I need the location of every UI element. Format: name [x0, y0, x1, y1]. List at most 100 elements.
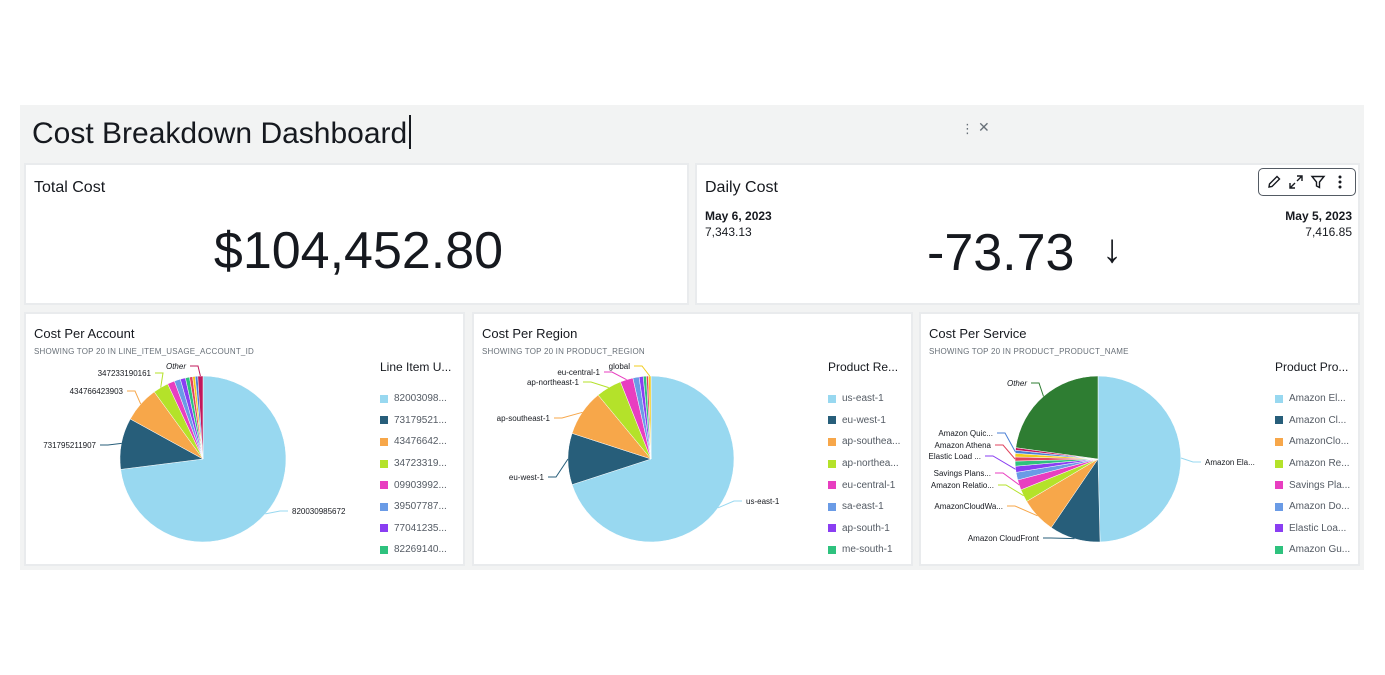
pie-leader-line	[995, 472, 1020, 486]
legend-label: me-south-1	[842, 544, 893, 556]
legend-item[interactable]: ap-northea...	[828, 453, 913, 475]
legend-item[interactable]: us-east-1	[828, 388, 913, 410]
pie-chart-service: Amazon Ela... Amazon CloudFront AmazonClou…	[929, 375, 1255, 543]
cost-per-account-card[interactable]: Cost Per Account SHOWING TOP 20 IN LINE_…	[24, 312, 465, 566]
legend-title: Line Item U...	[380, 360, 452, 374]
legend-item[interactable]: Amazon Cl...	[1275, 410, 1360, 432]
vertical-dots-icon[interactable]: ⋮	[961, 121, 974, 136]
pie-leader-line	[1043, 537, 1075, 540]
pie-slice-label: eu-central-1	[557, 368, 600, 377]
legend-swatch	[828, 502, 836, 511]
legend-item[interactable]: 77041235...	[380, 518, 465, 540]
pie-slice[interactable]	[197, 375, 204, 460]
pie-chart-account: 820030985672 731795211907 434766423903 3472…	[43, 362, 346, 543]
pie-slice-label: ap-southeast-1	[497, 414, 551, 423]
legend-item[interactable]: ap-southea...	[828, 431, 913, 453]
pie-slice[interactable]	[1097, 375, 1182, 543]
legend-item[interactable]: 73179521...	[380, 410, 465, 432]
pie-slice-label: ap-northeast-1	[527, 378, 580, 387]
legend-swatch	[828, 545, 836, 554]
legend-item[interactable]: ap-south-1	[828, 518, 913, 540]
dashboard-title[interactable]: Cost Breakdown Dashboard	[32, 115, 412, 152]
legend-swatch	[828, 481, 836, 490]
pie-slice-label: Amazon Quic...	[938, 429, 993, 438]
pie-leader-line	[155, 372, 164, 388]
daily-cost-card[interactable]: Daily Cost May 6, 2023 7,343.13 May 5, 2…	[695, 163, 1360, 305]
pie-slice-label: 731795211907	[43, 441, 96, 450]
legend-item[interactable]: 43476642...	[380, 431, 465, 453]
legend-title: Product Pro...	[1275, 360, 1349, 374]
pie-leader-line	[998, 484, 1024, 497]
legend-item[interactable]: Amazon Gu...	[1275, 539, 1360, 561]
legend-swatch	[380, 524, 388, 533]
pie-slice-label: 820030985672	[292, 507, 346, 516]
chart-subtitle: SHOWING TOP 20 IN LINE_ITEM_USAGE_ACCOUN…	[34, 347, 254, 356]
legend-swatch	[828, 416, 836, 425]
previous-value: 7,343.13	[705, 225, 752, 239]
legend-item[interactable]: Amazon Do...	[1275, 496, 1360, 518]
legend-label: us-east-1	[842, 393, 884, 405]
legend-label: Amazon Re...	[1289, 458, 1350, 470]
pie-slice-label: 434766423903	[70, 387, 124, 396]
pie-leader-line	[1031, 382, 1044, 397]
legend-item[interactable]: Amazon El...	[1275, 388, 1360, 410]
chart-legend: Product Pro... Amazon El... Amazon Cl... A…	[1275, 360, 1360, 561]
pie-slice[interactable]	[648, 375, 652, 460]
pie-leader-line	[1007, 505, 1038, 517]
pie-slice-label: Amazon Relatio...	[931, 481, 994, 490]
legend-item[interactable]: sa-east-1	[828, 496, 913, 518]
legend-swatch	[1275, 416, 1283, 425]
pie-slice[interactable]	[1015, 375, 1099, 460]
legend-swatch	[380, 459, 388, 468]
legend-swatch	[380, 437, 388, 446]
legend-item[interactable]: Savings Pla...	[1275, 474, 1360, 496]
legend-label: 39507787...	[394, 501, 447, 513]
close-icon[interactable]: ✕	[978, 119, 990, 135]
legend-item[interactable]: Amazon Re...	[1275, 453, 1360, 475]
visual-toolbar	[1258, 168, 1356, 196]
pie-slice-label: Savings Plans...	[934, 469, 991, 478]
legend-item[interactable]: eu-west-1	[828, 410, 913, 432]
legend-item[interactable]: AmazonClo...	[1275, 431, 1360, 453]
legend-swatch	[1275, 437, 1283, 446]
legend-item[interactable]: 39507787...	[380, 496, 465, 518]
total-cost-card[interactable]: Total Cost $104,452.80	[24, 163, 689, 305]
legend-item[interactable]: 09903992...	[380, 474, 465, 496]
delta-value: -73.73	[927, 224, 1075, 282]
chart-subtitle: SHOWING TOP 20 IN PRODUCT_PRODUCT_NAME	[929, 347, 1129, 356]
expand-icon[interactable]	[1286, 172, 1306, 192]
pie-leader-line	[100, 442, 122, 446]
legend-item[interactable]: me-south-1	[828, 539, 913, 561]
legend-label: ap-southea...	[842, 436, 901, 448]
legend-label: eu-west-1	[842, 414, 886, 426]
legend-swatch	[828, 394, 836, 403]
down-arrow-icon: ↓	[1102, 227, 1122, 271]
more-icon[interactable]	[1330, 172, 1350, 192]
cost-per-region-card[interactable]: Cost Per Region SHOWING TOP 20 IN PRODUC…	[472, 312, 913, 566]
current-value: 7,416.85	[1305, 225, 1352, 239]
legend-label: Amazon Gu...	[1289, 544, 1351, 556]
total-cost-title: Total Cost	[34, 179, 106, 196]
edit-icon[interactable]	[1264, 172, 1284, 192]
legend-item[interactable]: eu-central-1	[828, 474, 913, 496]
legend-swatch	[380, 502, 388, 511]
legend-item[interactable]: 82269140...	[380, 539, 465, 561]
pie-slice-label: Amazon Ela...	[1205, 458, 1255, 467]
chart-title: Cost Per Account	[34, 326, 135, 341]
legend-label: ap-south-1	[842, 522, 890, 534]
legend-item[interactable]: 34723319...	[380, 453, 465, 475]
legend-item[interactable]: 82003098...	[380, 388, 465, 410]
filter-icon[interactable]	[1308, 172, 1328, 192]
pie-chart-region: us-east-1 eu-west-1 ap-southeast-1 ap-north…	[497, 362, 780, 543]
legend-label: 43476642...	[394, 436, 447, 448]
legend-label: Amazon Do...	[1289, 501, 1350, 513]
pie-leader-line	[583, 381, 609, 389]
legend-swatch	[380, 416, 388, 425]
cost-per-service-card[interactable]: Cost Per Service SHOWING TOP 20 IN PRODU…	[919, 312, 1360, 566]
legend-label: eu-central-1	[842, 479, 896, 491]
chart-legend: Line Item U... 82003098... 73179521... 434…	[380, 360, 465, 561]
legend-swatch	[828, 524, 836, 533]
legend-item[interactable]: Elastic Loa...	[1275, 518, 1360, 540]
pie-slice-label: Amazon Athena	[935, 441, 992, 450]
legend-label: 82269140...	[394, 544, 447, 556]
